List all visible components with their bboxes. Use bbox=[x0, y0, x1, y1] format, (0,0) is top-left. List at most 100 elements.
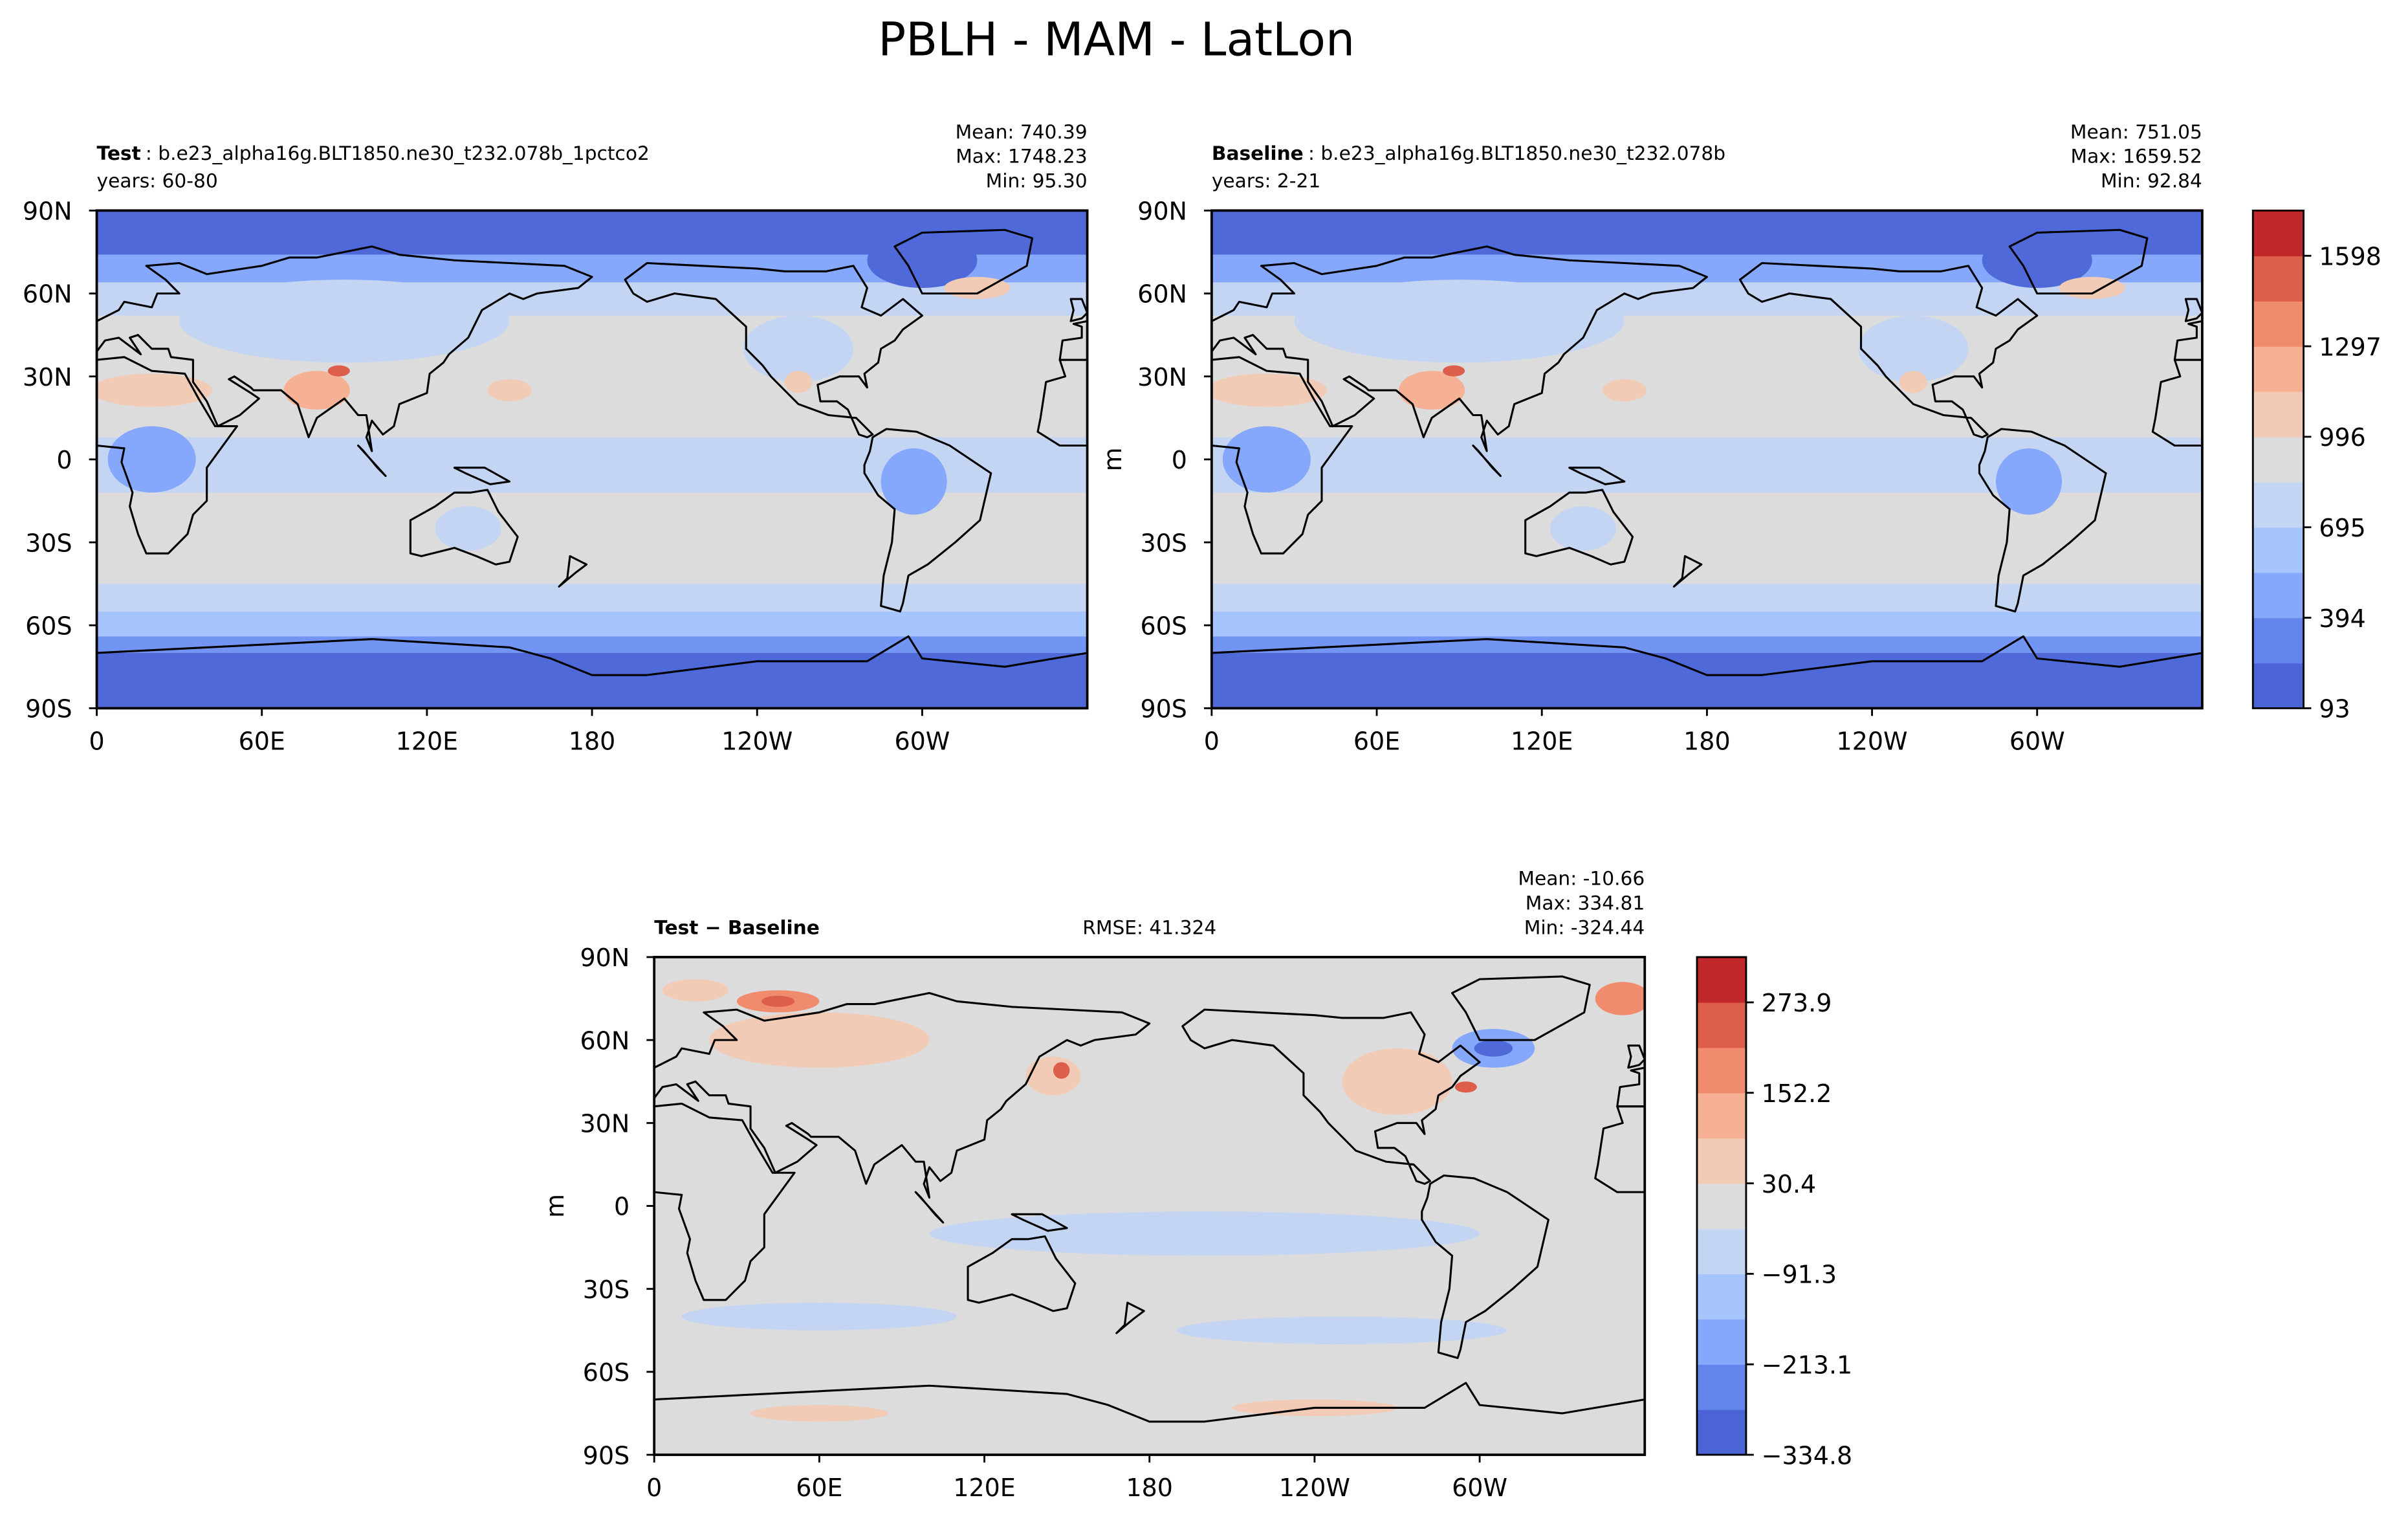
colorbar-swatch bbox=[2253, 256, 2304, 302]
y-tick-label: 30N bbox=[580, 1110, 630, 1138]
x-tick-label: 0 bbox=[89, 727, 104, 756]
coastline bbox=[409, 489, 519, 566]
field-patch bbox=[1211, 373, 1328, 407]
y-tick-label: 30S bbox=[25, 529, 72, 557]
x-tick-label: 120W bbox=[1279, 1474, 1350, 1502]
coastline bbox=[1524, 489, 1634, 566]
y-tick-label: 0 bbox=[614, 1193, 629, 1221]
colorbar-tick-label: 996 bbox=[2319, 423, 2365, 452]
x-tick-label: 120W bbox=[721, 727, 793, 756]
colorbar-swatch bbox=[2253, 481, 2304, 528]
coastline bbox=[1211, 356, 1353, 555]
coastline bbox=[2184, 298, 2202, 322]
coastline bbox=[453, 467, 511, 485]
panel-years: years: 60-80 bbox=[97, 170, 218, 192]
panel-rmse: RMSE: 41.324 bbox=[1082, 916, 1216, 938]
y-tick-label: 60S bbox=[583, 1358, 629, 1387]
panel-case: : b.e23_alpha16g.BLT1850.ne30_t232.078b_… bbox=[146, 142, 650, 164]
colorbar-swatch bbox=[1696, 1228, 1746, 1275]
coastline bbox=[1672, 555, 1703, 588]
coastline bbox=[96, 245, 593, 452]
map-field bbox=[1211, 210, 2202, 709]
colorbar-swatch bbox=[2253, 301, 2304, 347]
coastline bbox=[1568, 467, 1626, 485]
x-tick-label: 180 bbox=[1683, 727, 1730, 756]
coastline bbox=[1616, 1066, 1645, 1108]
field-patch bbox=[1595, 982, 1645, 1015]
colorbar-swatch bbox=[2253, 346, 2304, 392]
y-tick-label: 90N bbox=[1137, 197, 1187, 226]
y-tick-label: 30S bbox=[583, 1276, 629, 1304]
colorbar-tick-label: 93 bbox=[2319, 695, 2350, 723]
field-patch bbox=[1053, 1062, 1070, 1079]
panel-years: years: 2-21 bbox=[1212, 170, 1320, 192]
x-tick-label: 120W bbox=[1837, 727, 1908, 756]
colorbar-tick-label: 394 bbox=[2319, 604, 2365, 633]
field-patch bbox=[107, 426, 196, 493]
panel-case: : b.e23_alpha16g.BLT1850.ne30_t232.078b bbox=[1308, 142, 1725, 164]
coastline bbox=[1115, 1301, 1145, 1334]
panel-name: Test bbox=[97, 142, 141, 164]
panel-stat: Max: 334.81 bbox=[1526, 891, 1645, 914]
colorbar-tick-label: 273.9 bbox=[1762, 989, 1832, 1017]
colorbar-frame bbox=[2251, 209, 2305, 709]
colorbar-tick-label: 30.4 bbox=[1762, 1170, 1817, 1198]
colorbar-tick-label: −334.8 bbox=[1762, 1441, 1853, 1470]
coastline bbox=[1627, 1044, 1645, 1069]
panel-label: Baseline: b.e23_alpha16g.BLT1850.ne30_t2… bbox=[1212, 142, 1725, 164]
map-field bbox=[654, 956, 1645, 1455]
field-patch bbox=[743, 315, 854, 382]
colorbar-tick-label: 1598 bbox=[2319, 242, 2381, 271]
x-tick-label: 0 bbox=[1204, 727, 1220, 756]
colorbar-swatch bbox=[1696, 1138, 1746, 1184]
coastline bbox=[1738, 261, 2039, 439]
x-tick-label: 120E bbox=[953, 1474, 1015, 1502]
field-patch bbox=[1342, 1048, 1452, 1115]
field-patch bbox=[1177, 1316, 1507, 1345]
panel-stat: Min: 92.84 bbox=[2101, 170, 2202, 192]
coastline bbox=[1211, 635, 2202, 709]
x-tick-label: 120E bbox=[396, 727, 458, 756]
colorbar-swatch bbox=[2253, 527, 2304, 573]
y-axis-label: m bbox=[1099, 447, 1127, 471]
coastline bbox=[1421, 1174, 1549, 1360]
field-patch bbox=[1858, 315, 1969, 382]
colorbar-swatch bbox=[1696, 1319, 1746, 1365]
panel-stat: Max: 1659.52 bbox=[2071, 145, 2202, 168]
colorbar-swatch bbox=[1696, 956, 1746, 1003]
y-tick-label: 90S bbox=[25, 695, 72, 723]
field-band bbox=[96, 611, 1088, 637]
coastline bbox=[2151, 359, 2202, 447]
colorbar-swatch bbox=[1696, 1183, 1746, 1230]
y-tick-label: 60N bbox=[23, 280, 72, 309]
coastline bbox=[1451, 975, 1591, 1041]
field-patch bbox=[487, 379, 532, 402]
colorbar-tick-label: −213.1 bbox=[1762, 1351, 1853, 1380]
colorbar-tick-label: 152.2 bbox=[1762, 1079, 1832, 1108]
field-band bbox=[96, 584, 1088, 612]
x-tick-label: 60W bbox=[894, 727, 950, 756]
coastline bbox=[96, 356, 238, 555]
panel-stat: Mean: 751.05 bbox=[2070, 120, 2202, 143]
colorbar-swatch bbox=[1696, 1274, 1746, 1320]
field-patch bbox=[1454, 1081, 1477, 1093]
field-band bbox=[1211, 584, 2202, 612]
colorbar-swatch bbox=[2253, 210, 2304, 256]
panel-name: Baseline bbox=[1212, 142, 1304, 164]
field-patch bbox=[1899, 371, 1927, 393]
y-tick-label: 30N bbox=[1137, 363, 1187, 392]
colorbar-swatch bbox=[2253, 617, 2304, 664]
colorbar-swatch bbox=[1696, 1002, 1746, 1048]
y-tick-label: 90N bbox=[580, 944, 630, 972]
x-tick-label: 60E bbox=[1353, 727, 1400, 756]
panel-stat: Mean: -10.66 bbox=[1518, 867, 1645, 889]
field-patch bbox=[327, 365, 350, 377]
coastline bbox=[1211, 245, 1708, 452]
x-tick-label: 60E bbox=[796, 1474, 842, 1502]
x-tick-label: 60E bbox=[239, 727, 285, 756]
coastline bbox=[967, 1235, 1077, 1312]
y-tick-label: 0 bbox=[56, 446, 72, 474]
y-tick-label: 0 bbox=[1172, 446, 1187, 474]
colorbar-swatch bbox=[1696, 1364, 1746, 1410]
